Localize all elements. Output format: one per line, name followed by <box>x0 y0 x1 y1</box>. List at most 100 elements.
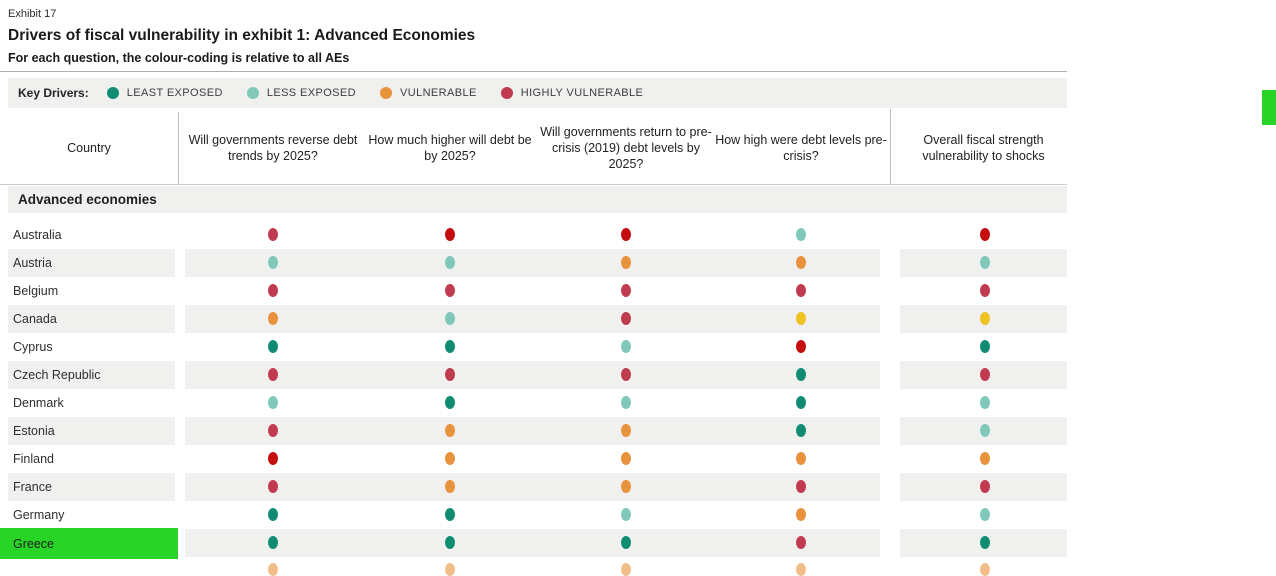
country-cell: Australia <box>8 221 175 249</box>
header-vertical-divider-right <box>890 109 891 184</box>
rating-dot-least-exposed <box>268 508 278 521</box>
table-row: Estonia <box>0 417 1067 445</box>
rating-dot-less-exposed <box>980 424 990 437</box>
highlight-marker <box>1262 90 1276 125</box>
rating-dot-less-exposed <box>796 228 806 241</box>
country-cell: Austria <box>8 249 175 277</box>
rating-dot-vulnerable <box>445 480 455 493</box>
country-cell: Cyprus <box>8 333 175 361</box>
column-header-overall: Overall fiscal strength vulnerability to… <box>922 132 1045 163</box>
rating-dot-highly-vulnerable <box>980 480 990 493</box>
legend-item-label: HIGHLY VULNERABLE <box>520 87 644 99</box>
rating-dot-highly-vulnerable <box>621 312 631 325</box>
rating-dot-moderate <box>980 312 990 325</box>
country-label: Greece <box>13 536 54 551</box>
table-row: Canada <box>0 305 1067 333</box>
rating-dot-highly-vulnerable <box>268 480 278 493</box>
legend-bar: Key Drivers: LEAST EXPOSED LESS EXPOSED VU… <box>8 78 1067 108</box>
rating-dot-less-exposed <box>445 312 455 325</box>
rating-dot-least-exposed <box>796 368 806 381</box>
table-row: Finland <box>0 445 1067 473</box>
rating-dot-less-exposed <box>980 256 990 269</box>
rating-dot-highly-vulnerable <box>268 368 278 381</box>
country-label: Australia <box>13 228 62 242</box>
rating-dot-less-exposed <box>980 396 990 409</box>
rating-dot-highly-vulnerable <box>445 284 455 297</box>
country-label: Canada <box>13 312 57 326</box>
rating-dot-highly-vulnerable <box>980 284 990 297</box>
rating-dot-least-exposed <box>268 340 278 353</box>
rating-dot-least-exposed <box>980 340 990 353</box>
table-row: Germany <box>0 501 1067 529</box>
table-row: Belgium <box>0 277 1067 305</box>
vulnerable-legend-dot-icon <box>379 87 392 99</box>
table-row: Denmark <box>0 389 1067 417</box>
rating-dot-extreme <box>796 340 806 353</box>
rating-dot-least-exposed <box>980 536 990 549</box>
questions-segment <box>185 501 880 529</box>
country-label: Finland <box>13 452 54 466</box>
legend-item: LESS EXPOSED <box>246 87 356 99</box>
section-header: Advanced economies <box>8 186 1067 213</box>
questions-segment <box>185 473 880 501</box>
exhibit-label: Exhibit 17 <box>8 8 57 20</box>
rating-dot-vulnerable <box>445 424 455 437</box>
rating-dot-vulnerable <box>268 563 278 576</box>
legend-items: LEAST EXPOSED LESS EXPOSED VULNERABLE HIGHL… <box>89 87 644 99</box>
rating-dot-vulnerable <box>796 256 806 269</box>
table-row: Austria <box>0 249 1067 277</box>
legend-item-label: VULNERABLE <box>399 87 477 99</box>
country-label: Czech Republic <box>13 368 101 382</box>
rating-dot-vulnerable <box>445 563 455 576</box>
legend-item-label: LEAST EXPOSED <box>126 87 223 99</box>
country-label: Cyprus <box>13 340 53 354</box>
top-divider <box>0 71 1067 72</box>
table-row: Australia <box>0 221 1067 249</box>
country-cell: Czech Republic <box>8 361 175 389</box>
country-cell: France <box>8 473 175 501</box>
rating-dot-vulnerable <box>796 508 806 521</box>
country-label: Belgium <box>13 284 59 298</box>
rating-dot-extreme <box>445 228 455 241</box>
country-cell: Denmark <box>8 389 175 417</box>
rating-dot-extreme <box>980 228 990 241</box>
rating-dot-vulnerable <box>621 256 631 269</box>
rating-dot-vulnerable <box>980 563 990 576</box>
legend-label: Key Drivers: <box>18 86 89 100</box>
legend-item: HIGHLY VULNERABLE <box>500 87 644 99</box>
country-cell: Germany <box>8 501 175 529</box>
questions-segment <box>185 445 880 473</box>
legend-item: VULNERABLE <box>379 87 477 99</box>
rating-dot-highly-vulnerable <box>621 284 631 297</box>
column-header-question-3: Will governments return to pre-crisis (2… <box>540 124 712 172</box>
column-header-question-1: Will governments reverse debt trends by … <box>188 132 358 163</box>
rating-dot-least-exposed <box>621 536 631 549</box>
rating-dot-highly-vulnerable <box>268 228 278 241</box>
country-cell: Belgium <box>8 277 175 305</box>
rating-dot-highly-vulnerable <box>445 368 455 381</box>
rating-dot-less-exposed <box>268 256 278 269</box>
table-row: France <box>0 473 1067 501</box>
page-title: Drivers of fiscal vulnerability in exhib… <box>8 27 476 44</box>
column-header-question-4: How high were debt levels pre-crisis? <box>715 132 887 163</box>
rating-dot-extreme <box>268 452 278 465</box>
rating-dot-less-exposed <box>980 508 990 521</box>
legend-item: LEAST EXPOSED <box>106 87 223 99</box>
rating-dot-vulnerable <box>796 452 806 465</box>
questions-segment <box>185 417 880 445</box>
country-label: Estonia <box>13 424 55 438</box>
rating-dot-vulnerable <box>621 480 631 493</box>
questions-segment <box>185 389 880 417</box>
rating-dot-least-exposed <box>445 508 455 521</box>
country-label: Austria <box>13 256 52 270</box>
highly-vulnerable-legend-dot-icon <box>500 87 513 99</box>
rating-dot-highly-vulnerable <box>621 368 631 381</box>
rating-dot-highly-vulnerable <box>980 368 990 381</box>
country-cell: Canada <box>8 305 175 333</box>
legend-item-label: LESS EXPOSED <box>266 87 356 99</box>
rating-dot-highly-vulnerable <box>796 284 806 297</box>
rating-dot-least-exposed <box>445 536 455 549</box>
table-row: Cyprus <box>0 333 1067 361</box>
country-label: Denmark <box>13 396 64 410</box>
rating-dot-extreme <box>621 228 631 241</box>
